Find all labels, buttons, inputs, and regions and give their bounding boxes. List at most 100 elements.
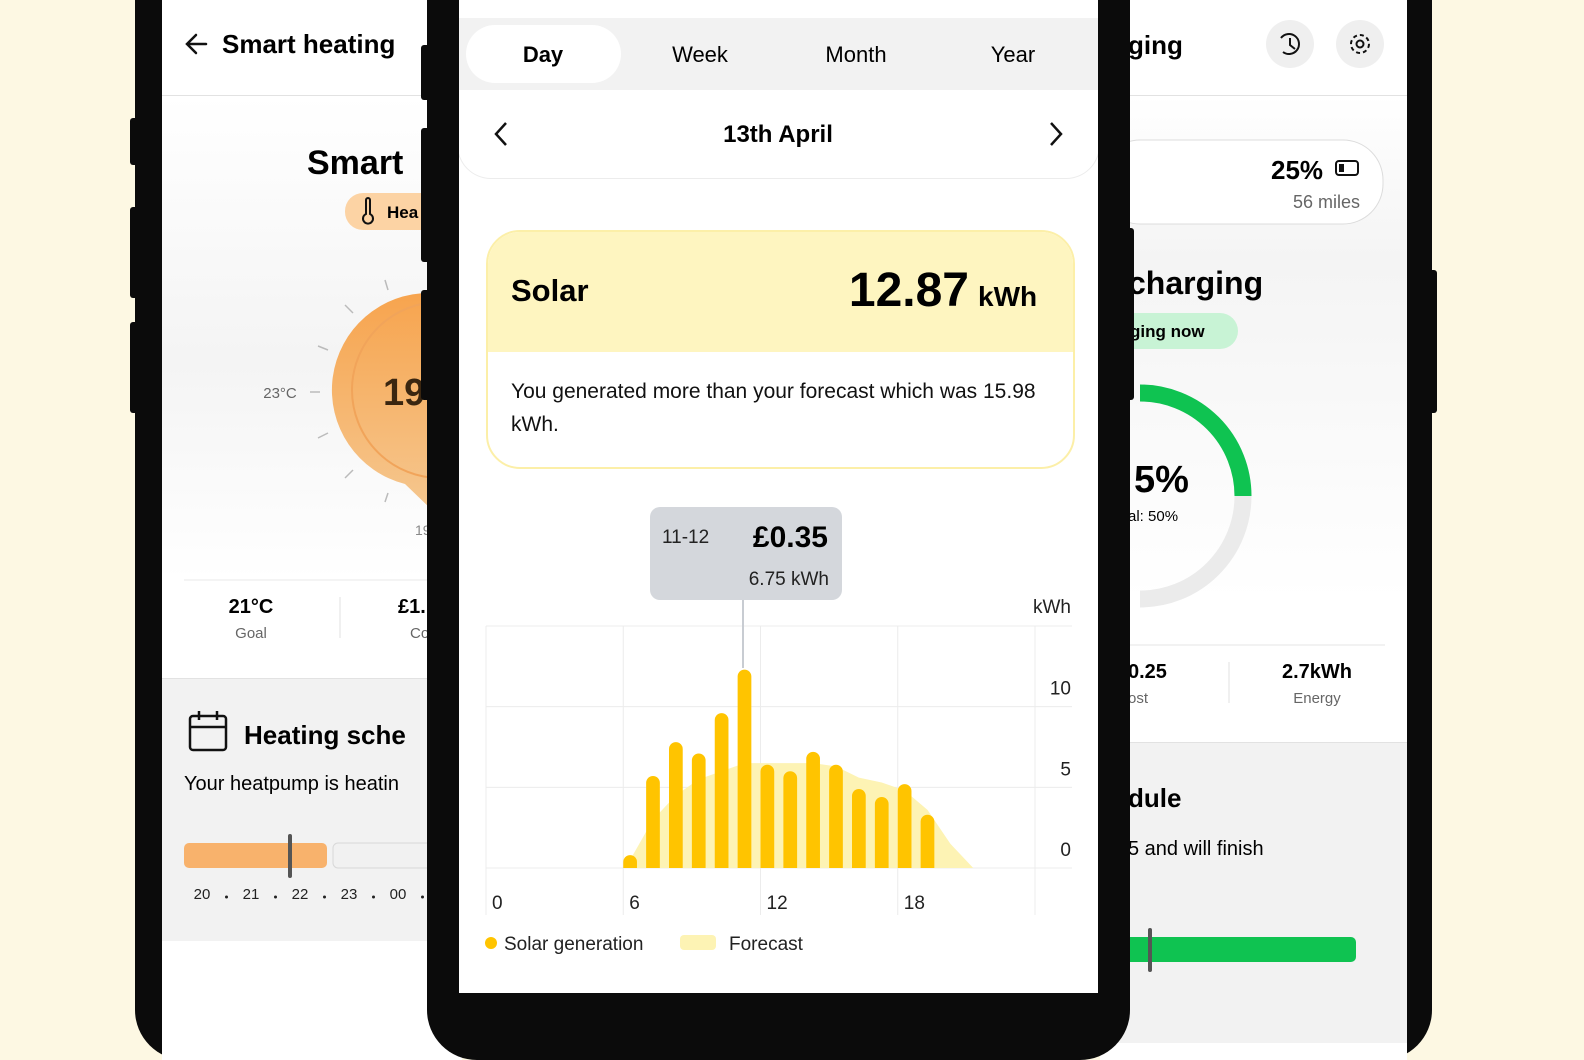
- battery-icon: [1335, 160, 1359, 176]
- schedule-title: dule: [1128, 783, 1181, 813]
- timeline-labels: 20 21 22 23 00: [194, 886, 424, 903]
- solar-card: [486, 230, 1075, 469]
- card-text: You generated more than your forecast wh…: [511, 380, 1036, 436]
- tabs: Day Week Month Year: [523, 42, 1035, 67]
- timeline-label: 20: [194, 886, 211, 903]
- y-tick-label: 10: [1050, 679, 1071, 700]
- header-title: ging: [1128, 30, 1183, 60]
- settings-icon: [1355, 39, 1365, 49]
- dial: [331, 292, 432, 510]
- phone-button: [421, 45, 431, 100]
- tooltip-energy: 6.75 kWh: [749, 569, 829, 590]
- dial-ticks: [310, 279, 389, 503]
- stat-value: 2.7kWh: [1282, 661, 1352, 683]
- timeline-dot: [274, 895, 277, 899]
- tooltip-value: £0.35: [753, 521, 828, 554]
- badge: [1110, 313, 1238, 349]
- header: [162, 0, 462, 96]
- history-icon: [1280, 33, 1300, 55]
- thermometer-icon: [362, 197, 374, 225]
- stat-label: Energy: [1293, 690, 1341, 707]
- x-tick-label: 6: [629, 893, 640, 914]
- badge-text: ging now: [1130, 322, 1205, 341]
- dial-progress: [1139, 384, 1252, 497]
- center-content: Day Week Month Year 13th April Solar 12.…: [485, 42, 1072, 955]
- header-title: Smart heating: [222, 29, 395, 59]
- schedule-text: 5 and will finish: [1128, 838, 1264, 860]
- date-bar: [459, 90, 1098, 179]
- right-phone-content: ging 25% 56 miles charging ging now 5% a…: [1099, 20, 1385, 972]
- tab[interactable]: Year: [991, 42, 1035, 67]
- card-value: 12.87: [849, 264, 969, 317]
- bar: [852, 788, 866, 868]
- stat-label: ost: [1128, 690, 1149, 707]
- next-arrow[interactable]: [1050, 122, 1063, 146]
- page: Smart heating Smart Hea 23°C 19 19 21°C …: [130, 0, 1437, 1060]
- tab[interactable]: Day: [523, 42, 564, 67]
- battery-range: 56 miles: [1293, 192, 1360, 212]
- bar: [669, 742, 683, 868]
- stat-label: Co: [410, 625, 429, 642]
- legend-swatch: [485, 937, 497, 949]
- timeline-dot: [323, 895, 326, 899]
- legend-label: Forecast: [729, 934, 804, 955]
- phone-button: [1428, 270, 1437, 413]
- y-tick-label: 5: [1060, 759, 1071, 780]
- schedule-section: [162, 678, 462, 941]
- legend-label: Solar generation: [504, 934, 643, 955]
- timeline-label: 21: [243, 886, 260, 903]
- phone-button: [421, 290, 431, 400]
- settings-button[interactable]: [1336, 20, 1384, 68]
- timeline-dot: [421, 895, 424, 899]
- dial-label: 19: [415, 522, 431, 538]
- tab[interactable]: Week: [672, 42, 729, 67]
- phone-button: [130, 118, 138, 165]
- tooltip-label: 11-12: [662, 527, 709, 548]
- settings-icon: [1350, 34, 1370, 54]
- tab-active[interactable]: [466, 25, 621, 83]
- dial-value: 19: [383, 372, 425, 414]
- timeline-dot: [225, 895, 228, 899]
- bar: [646, 776, 660, 868]
- dial-value: 5%: [1134, 459, 1189, 501]
- tab[interactable]: Month: [825, 42, 886, 67]
- bar: [897, 784, 912, 868]
- x-tick-label: 12: [767, 893, 788, 914]
- legend-swatch: [680, 935, 716, 950]
- stat-label: Goal: [235, 625, 267, 642]
- stat-value: £1.: [398, 596, 426, 618]
- schedule-title: Heating sche: [244, 720, 406, 750]
- x-tick-label: 18: [904, 893, 925, 914]
- timeline-dot: [372, 895, 375, 899]
- stat-value: 0.25: [1128, 661, 1167, 683]
- date: 13th April: [723, 121, 833, 148]
- bar: [920, 814, 935, 868]
- bar: [829, 764, 843, 868]
- bar: [714, 713, 729, 868]
- timeline-label: 22: [292, 886, 309, 903]
- dial-goal: al: 50%: [1128, 508, 1178, 525]
- prev-arrow[interactable]: [494, 122, 507, 146]
- bar: [760, 764, 775, 868]
- phone-button: [130, 207, 138, 298]
- timeline-marker: [1148, 928, 1152, 972]
- schedule-text: Your heatpump is heatin: [184, 773, 399, 795]
- left-phone-content: Smart heating Smart Hea 23°C 19 19 21°C …: [184, 29, 460, 903]
- bar: [623, 855, 637, 868]
- bar: [783, 771, 798, 868]
- phone-screen: [162, 0, 462, 1060]
- bar: [737, 669, 752, 868]
- calendar-icon: [188, 711, 228, 752]
- bar: [691, 753, 706, 868]
- axis-unit: kWh: [1033, 597, 1071, 618]
- phone-button: [130, 322, 138, 413]
- bar: [874, 797, 889, 868]
- timeline-filled: [1110, 937, 1356, 962]
- back-arrow[interactable]: [185, 33, 208, 55]
- timeline-label: 23: [341, 886, 358, 903]
- phone-button: [421, 128, 431, 262]
- chart: 0 5 10 0 6 12 18 kWh 11-12 £0.35 6.75 kWh Solar gen…: [485, 507, 1072, 955]
- y-tick-label: 0: [1060, 840, 1071, 861]
- stat-value: 21°C: [229, 596, 274, 618]
- dial-label: 23°C: [263, 385, 297, 402]
